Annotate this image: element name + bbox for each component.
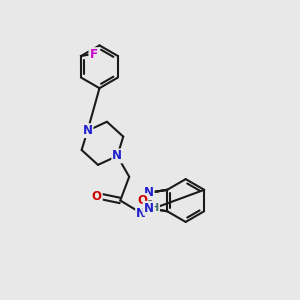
Text: O: O xyxy=(92,190,102,202)
Text: N: N xyxy=(82,124,93,137)
Text: F: F xyxy=(89,48,98,61)
Text: O: O xyxy=(137,194,147,207)
Text: N: N xyxy=(136,206,146,220)
Text: H: H xyxy=(150,203,159,213)
Text: N: N xyxy=(144,186,154,199)
Text: N: N xyxy=(144,202,154,215)
Text: N: N xyxy=(112,149,122,162)
